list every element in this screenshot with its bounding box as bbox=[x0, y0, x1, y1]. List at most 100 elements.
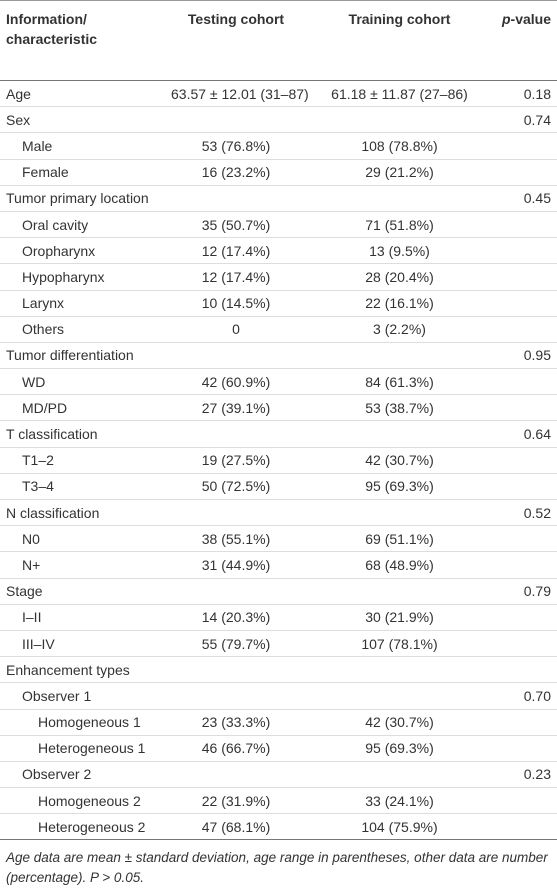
row-label: WD bbox=[0, 368, 165, 396]
table-header: Information/ characteristic Testing cohor… bbox=[0, 0, 557, 81]
table-cell bbox=[165, 761, 307, 789]
table-cell: 107 (78.1%) bbox=[307, 630, 492, 658]
table-row: Enhancement types bbox=[0, 656, 557, 684]
table-cell: 0.79 bbox=[492, 578, 557, 605]
table-row: Hypopharynx 12 (17.4%) 28 (20.4%) bbox=[0, 263, 557, 291]
table-row: Sex 0.74 bbox=[0, 106, 557, 134]
table-row: Heterogeneous 1 46 (66.7%) 95 (69.3%) bbox=[0, 735, 557, 762]
table-row: T1–2 19 (27.5%) 42 (30.7%) bbox=[0, 447, 557, 474]
table-cell: 104 (75.9%) bbox=[307, 813, 492, 841]
header-row: Information/ characteristic Testing cohor… bbox=[0, 0, 557, 81]
row-label: Oral cavity bbox=[0, 211, 165, 239]
table-cell bbox=[307, 106, 492, 134]
table-cell bbox=[492, 211, 557, 239]
table-cell: 95 (69.3%) bbox=[307, 473, 492, 501]
row-label: N0 bbox=[0, 525, 165, 553]
row-label: T3–4 bbox=[0, 473, 165, 501]
row-label: Hypopharynx bbox=[0, 263, 165, 291]
table-cell: 12 (17.4%) bbox=[165, 263, 307, 291]
row-label: Sex bbox=[0, 106, 165, 134]
table-cell bbox=[165, 578, 307, 605]
row-label: T1–2 bbox=[0, 447, 165, 474]
table-cell: 42 (30.7%) bbox=[307, 709, 492, 736]
table-cell bbox=[165, 342, 307, 370]
table-cell: 71 (51.8%) bbox=[307, 211, 492, 239]
table-cell: 0.70 bbox=[492, 682, 557, 710]
table-cell: 33 (24.1%) bbox=[307, 787, 492, 815]
table-cell bbox=[307, 185, 492, 212]
table-row: T3–4 50 (72.5%) 95 (69.3%) bbox=[0, 473, 557, 501]
table-cell bbox=[165, 499, 307, 527]
column-header: Training cohort bbox=[307, 0, 492, 81]
table-cell: 47 (68.1%) bbox=[165, 813, 307, 841]
table-body: Age 63.57 ± 12.01 (31–87) 61.18 ± 11.87 (2… bbox=[0, 80, 557, 841]
row-label: Oropharynx bbox=[0, 237, 165, 265]
table-cell: 19 (27.5%) bbox=[165, 447, 307, 474]
table-row: Age 63.57 ± 12.01 (31–87) 61.18 ± 11.87 (2… bbox=[0, 80, 557, 108]
table-cell bbox=[492, 551, 557, 579]
table-cell: 27 (39.1%) bbox=[165, 394, 307, 422]
row-label: Homogeneous 1 bbox=[0, 709, 165, 736]
table-cell bbox=[492, 630, 557, 658]
table-row: WD 42 (60.9%) 84 (61.3%) bbox=[0, 368, 557, 396]
row-label: Female bbox=[0, 159, 165, 186]
table-cell: 23 (33.3%) bbox=[165, 709, 307, 736]
row-label: Age bbox=[0, 80, 165, 108]
table-cell bbox=[165, 420, 307, 448]
row-label: I–II bbox=[0, 604, 165, 631]
table-row: MD/PD 27 (39.1%) 53 (38.7%) bbox=[0, 394, 557, 422]
table-cell: 69 (51.1%) bbox=[307, 525, 492, 553]
table-cell: 42 (60.9%) bbox=[165, 368, 307, 396]
row-label: N classification bbox=[0, 499, 165, 527]
table-cell: 0.52 bbox=[492, 499, 557, 527]
table-cell bbox=[492, 316, 557, 343]
table-row: Heterogeneous 2 47 (68.1%) 104 (75.9%) bbox=[0, 813, 557, 841]
table-cell bbox=[492, 263, 557, 291]
table-cell: 0.18 bbox=[492, 80, 557, 108]
row-label: Tumor primary location bbox=[0, 185, 165, 212]
table-cell: 30 (21.9%) bbox=[307, 604, 492, 631]
table-cell bbox=[165, 682, 307, 710]
table-cell bbox=[492, 159, 557, 186]
table-cell bbox=[492, 656, 557, 684]
table-row: Homogeneous 2 22 (31.9%) 33 (24.1%) bbox=[0, 787, 557, 815]
table-cell bbox=[492, 290, 557, 317]
table-cell: 0.45 bbox=[492, 185, 557, 212]
table-row: Observer 1 0.70 bbox=[0, 682, 557, 710]
table-cell bbox=[492, 394, 557, 422]
table-cell: 31 (44.9%) bbox=[165, 551, 307, 579]
row-label: Male bbox=[0, 132, 165, 160]
row-label: T classification bbox=[0, 420, 165, 448]
row-label: N+ bbox=[0, 551, 165, 579]
table-cell: 46 (66.7%) bbox=[165, 735, 307, 762]
table-cell: 0 bbox=[165, 316, 307, 343]
table-cell bbox=[492, 447, 557, 474]
row-label: Observer 1 bbox=[0, 682, 165, 710]
table-cell: 13 (9.5%) bbox=[307, 237, 492, 265]
footnote: Age data are mean ± standard deviation, … bbox=[6, 850, 548, 886]
table-cell bbox=[307, 656, 492, 684]
table-cell: 16 (23.2%) bbox=[165, 159, 307, 186]
table-cell: 0.64 bbox=[492, 420, 557, 448]
table-cell bbox=[307, 420, 492, 448]
table-cell bbox=[307, 578, 492, 605]
table-cell bbox=[307, 499, 492, 527]
table-cell bbox=[492, 709, 557, 736]
table-row: Oropharynx 12 (17.4%) 13 (9.5%) bbox=[0, 237, 557, 265]
header-italic: p bbox=[501, 11, 511, 27]
table-cell bbox=[307, 761, 492, 789]
table-cell: 55 (79.7%) bbox=[165, 630, 307, 658]
table-row: Male 53 (76.8%) 108 (78.8%) bbox=[0, 132, 557, 160]
table-cell: 53 (76.8%) bbox=[165, 132, 307, 160]
table-cell bbox=[492, 735, 557, 762]
table-row: Stage 0.79 bbox=[0, 578, 557, 605]
table-row: N0 38 (55.1%) 69 (51.1%) bbox=[0, 525, 557, 553]
table-cell bbox=[165, 656, 307, 684]
table-cell: 22 (31.9%) bbox=[165, 787, 307, 815]
table-cell: 61.18 ± 11.87 (27–86) bbox=[307, 80, 492, 108]
table-row: Observer 2 0.23 bbox=[0, 761, 557, 789]
table-row: Tumor differentiation 0.95 bbox=[0, 342, 557, 370]
header-text: -value bbox=[510, 11, 551, 27]
table-cell: 95 (69.3%) bbox=[307, 735, 492, 762]
